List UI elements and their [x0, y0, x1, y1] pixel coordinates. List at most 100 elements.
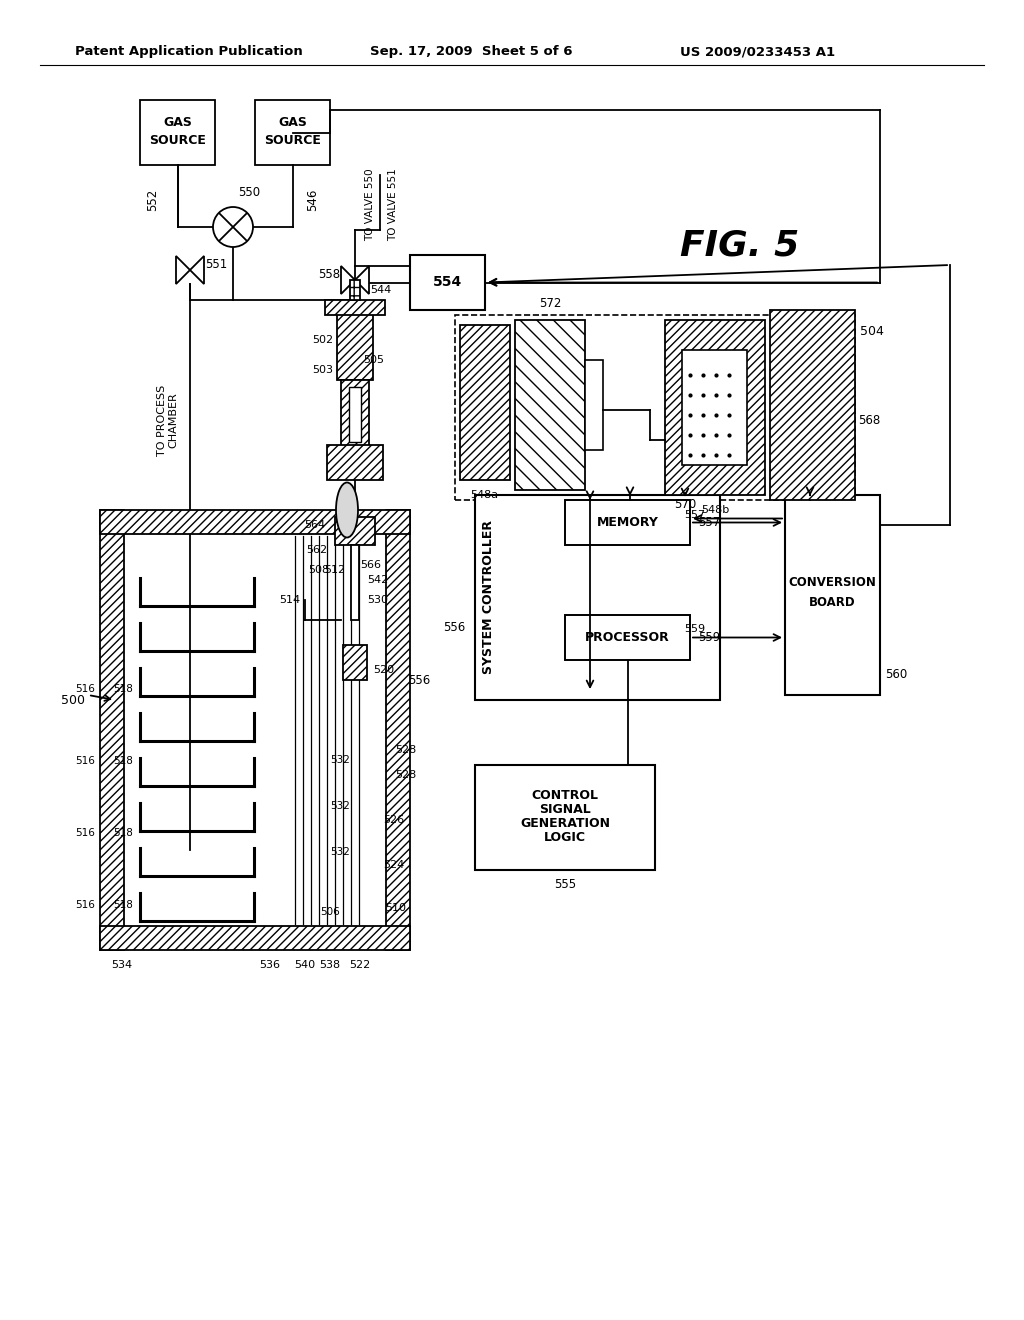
Text: SYSTEM CONTROLLER: SYSTEM CONTROLLER: [482, 520, 496, 675]
Text: 570: 570: [674, 499, 696, 511]
Text: 557: 557: [698, 516, 720, 529]
Text: 564: 564: [304, 520, 325, 531]
Text: 554: 554: [433, 276, 462, 289]
Text: TO PROCESS
CHAMBER: TO PROCESS CHAMBER: [158, 384, 179, 455]
Bar: [255, 100, 330, 165]
Text: 530: 530: [367, 595, 388, 605]
Bar: [785, 495, 880, 696]
Bar: [565, 500, 690, 545]
Text: GAS: GAS: [163, 116, 191, 129]
Polygon shape: [190, 256, 204, 284]
Bar: [386, 510, 410, 950]
Text: Sep. 17, 2009  Sheet 5 of 6: Sep. 17, 2009 Sheet 5 of 6: [370, 45, 572, 58]
Text: 520: 520: [373, 665, 394, 675]
Text: SIGNAL: SIGNAL: [539, 803, 591, 816]
Bar: [770, 310, 855, 500]
Text: 556: 556: [442, 620, 465, 634]
Bar: [335, 517, 375, 545]
Text: TO VALVE 551: TO VALVE 551: [388, 169, 398, 242]
Text: 558: 558: [317, 268, 340, 281]
Text: 516: 516: [75, 684, 95, 694]
Polygon shape: [341, 267, 355, 294]
Text: GAS: GAS: [279, 116, 307, 129]
Text: LOGIC: LOGIC: [544, 832, 586, 843]
Bar: [327, 445, 383, 480]
Bar: [349, 387, 361, 442]
Bar: [665, 319, 765, 495]
Text: GENERATION: GENERATION: [520, 817, 610, 830]
Text: 568: 568: [858, 413, 881, 426]
Bar: [140, 100, 215, 165]
Text: 559: 559: [684, 624, 706, 635]
Text: 534: 534: [112, 960, 132, 970]
Bar: [341, 380, 369, 450]
Text: 550: 550: [238, 186, 260, 198]
Bar: [351, 545, 359, 620]
Text: 524: 524: [383, 861, 404, 870]
Text: SOURCE: SOURCE: [150, 135, 206, 147]
Text: Patent Application Publication: Patent Application Publication: [75, 45, 303, 58]
Text: FIG. 5: FIG. 5: [680, 228, 800, 261]
Text: 544: 544: [370, 285, 391, 294]
Text: CONTROL: CONTROL: [531, 789, 598, 803]
Text: 542: 542: [367, 576, 388, 585]
Text: 548a: 548a: [470, 490, 498, 500]
Text: 506: 506: [321, 907, 340, 917]
Text: 526: 526: [383, 814, 404, 825]
Text: 518: 518: [113, 684, 133, 694]
Text: 503: 503: [312, 366, 333, 375]
Text: 546: 546: [306, 189, 319, 211]
Text: MEMORY: MEMORY: [597, 516, 658, 529]
Text: 514: 514: [279, 595, 300, 605]
Bar: [100, 927, 410, 950]
Text: BOARD: BOARD: [809, 597, 856, 610]
Text: 518: 518: [113, 756, 133, 766]
Text: 518: 518: [113, 900, 133, 909]
Text: 516: 516: [75, 900, 95, 909]
Bar: [475, 495, 720, 700]
Text: 504: 504: [860, 325, 884, 338]
Text: 516: 516: [75, 828, 95, 838]
Bar: [337, 305, 373, 380]
Ellipse shape: [336, 483, 358, 537]
Text: 512: 512: [324, 565, 345, 576]
Text: TO VALVE 550: TO VALVE 550: [365, 169, 375, 242]
Bar: [100, 510, 124, 950]
Text: 518: 518: [113, 828, 133, 838]
Text: 516: 516: [75, 756, 95, 766]
Text: 555: 555: [554, 879, 577, 891]
Text: 559: 559: [698, 631, 720, 644]
Text: US 2009/0233453 A1: US 2009/0233453 A1: [680, 45, 836, 58]
Text: 528: 528: [395, 770, 416, 780]
Bar: [475, 766, 655, 870]
Text: 538: 538: [319, 960, 341, 970]
Bar: [100, 510, 410, 535]
Text: 560: 560: [885, 668, 907, 681]
Bar: [515, 319, 585, 490]
Text: SOURCE: SOURCE: [264, 135, 321, 147]
Bar: [455, 315, 855, 500]
Bar: [565, 615, 690, 660]
Bar: [460, 325, 510, 480]
Text: 548b: 548b: [700, 506, 729, 515]
Circle shape: [213, 207, 253, 247]
Bar: [682, 350, 746, 465]
Text: 522: 522: [349, 960, 371, 970]
Bar: [124, 535, 386, 927]
Text: 556: 556: [408, 673, 430, 686]
Text: 528: 528: [395, 744, 416, 755]
Text: 502: 502: [312, 335, 333, 345]
Text: 505: 505: [362, 355, 384, 366]
Text: 562: 562: [306, 545, 327, 554]
Bar: [350, 280, 360, 300]
Bar: [410, 255, 485, 310]
Text: 532: 532: [330, 755, 350, 766]
Text: 551: 551: [205, 259, 227, 272]
Text: 508: 508: [308, 565, 329, 576]
Text: 557: 557: [684, 510, 706, 520]
Text: 536: 536: [259, 960, 281, 970]
Text: 566: 566: [360, 560, 381, 570]
Text: PROCESSOR: PROCESSOR: [585, 631, 670, 644]
Text: 510: 510: [385, 903, 406, 913]
Polygon shape: [355, 267, 369, 294]
